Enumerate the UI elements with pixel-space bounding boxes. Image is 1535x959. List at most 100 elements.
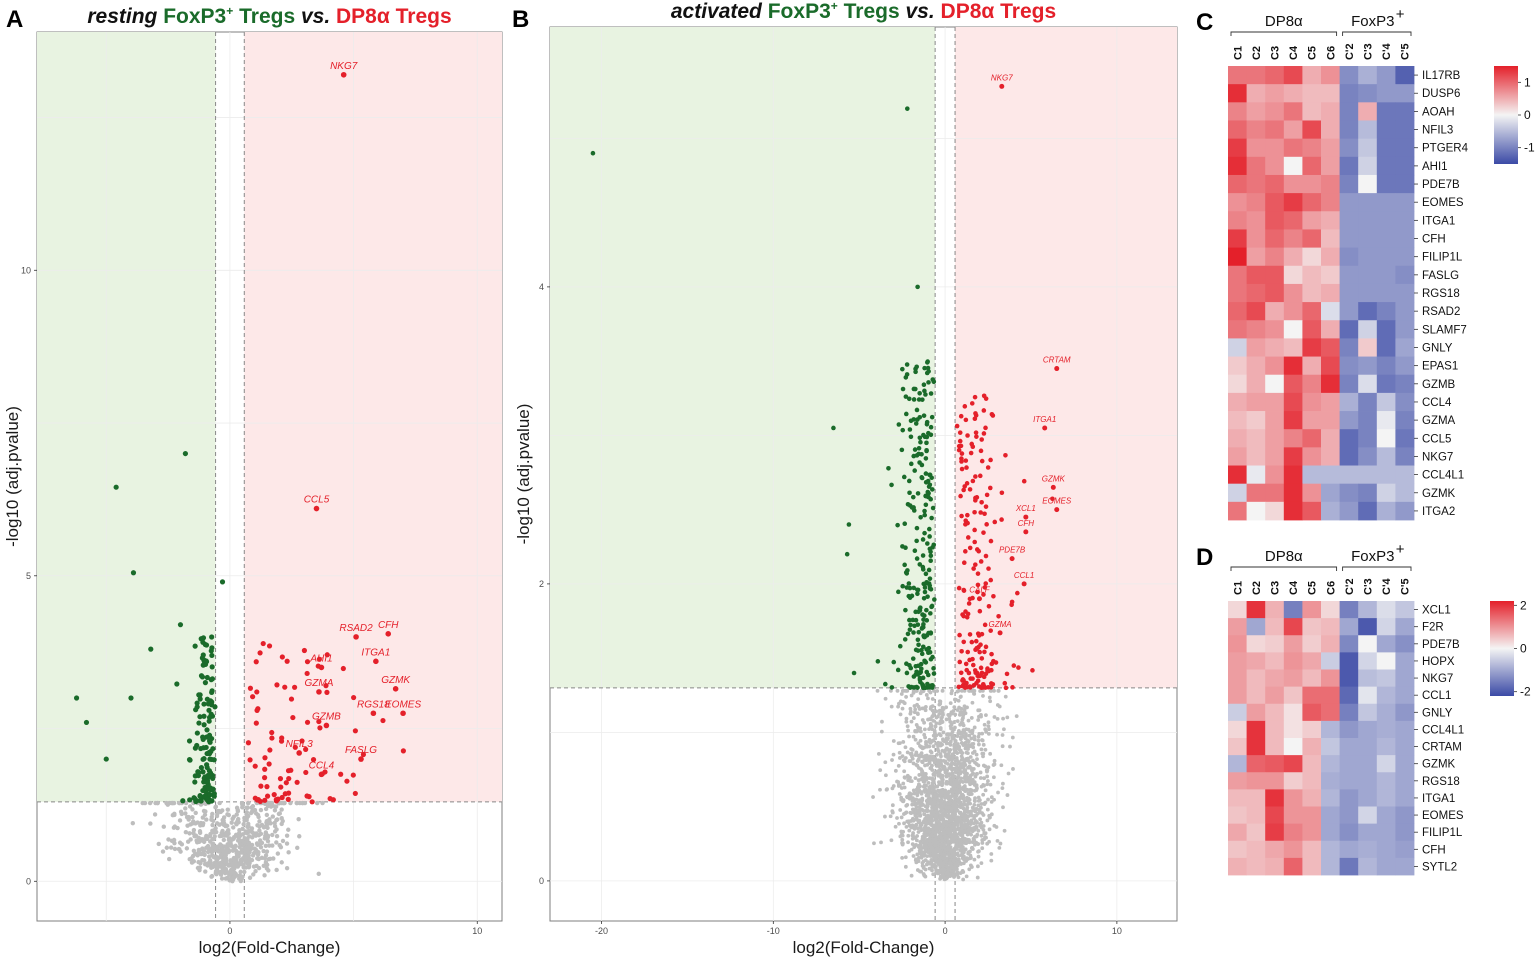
heatmap-cell <box>1376 193 1396 212</box>
heatmap-cell <box>1283 320 1303 339</box>
heatmap-cell <box>1246 618 1266 636</box>
point-down <box>927 526 932 532</box>
point-ns <box>893 768 898 773</box>
heatmap-cell <box>1228 156 1247 176</box>
point-ns <box>224 869 229 874</box>
row-label: ITGA1 <box>1422 793 1455 805</box>
point-ns <box>994 825 999 829</box>
heatmap-cell <box>1358 120 1378 140</box>
point-down <box>915 622 921 627</box>
heatmap-cell <box>1302 193 1322 212</box>
point-ns <box>914 857 918 862</box>
heatmap-cell <box>1376 703 1396 722</box>
heatmap-cell <box>1339 465 1359 485</box>
point-up <box>983 581 989 586</box>
point-ns <box>970 700 975 705</box>
point-ns <box>226 812 231 818</box>
point-ns <box>906 774 911 779</box>
point-ns <box>948 809 952 814</box>
point-ns <box>948 719 953 724</box>
point-ns <box>928 800 933 805</box>
point-up <box>981 530 986 535</box>
point-ns <box>320 800 325 806</box>
gene-label: GZMK <box>1042 474 1066 483</box>
heatmap-cell <box>1376 265 1396 285</box>
heatmap-cell <box>1339 156 1359 176</box>
point-labeled <box>385 631 392 637</box>
point-down <box>219 579 226 585</box>
heatmap-cell <box>1228 338 1247 357</box>
point-ns <box>286 850 291 855</box>
point-ns <box>932 848 937 853</box>
point-down <box>917 562 923 567</box>
point-down <box>903 570 909 575</box>
point-ns <box>979 833 984 838</box>
point-up <box>971 683 977 688</box>
point-down <box>913 672 919 677</box>
point-ns <box>972 691 976 696</box>
heatmap-cell <box>1302 840 1322 859</box>
heatmap-cell <box>1283 392 1303 412</box>
heatmap-cell <box>1246 211 1266 230</box>
point-ns <box>914 797 919 802</box>
heatmap-cell <box>1265 338 1285 357</box>
point-up <box>352 790 358 797</box>
heatmap-cell <box>1265 66 1285 85</box>
point-labeled <box>323 722 330 729</box>
point-ns <box>961 723 966 728</box>
point-ns <box>926 717 930 722</box>
cells <box>1228 66 1415 521</box>
heatmap-cell <box>1395 374 1415 394</box>
point-ns <box>948 777 953 782</box>
point-ns <box>920 837 925 842</box>
heatmap-cell <box>1321 483 1340 503</box>
point-up <box>292 684 298 690</box>
color-bar-label: 0 <box>1520 642 1527 656</box>
heatmap-cell <box>1321 755 1340 773</box>
point-ns <box>929 766 934 771</box>
point-down <box>924 633 930 638</box>
point-ns <box>194 840 200 845</box>
heatmap-cell <box>1376 618 1396 636</box>
heatmap-cell <box>1302 465 1322 485</box>
heatmap-cell <box>1302 338 1322 357</box>
gene-label: RSAD2 <box>339 623 373 634</box>
point-down <box>916 446 922 451</box>
heatmap-cell <box>1265 229 1285 248</box>
heatmap-cell <box>1246 120 1266 140</box>
heatmap-cell <box>1376 738 1396 756</box>
heatmap-cell <box>1395 738 1415 756</box>
point-down <box>907 627 913 632</box>
heatmap-cell <box>1358 789 1378 807</box>
point-labeled <box>318 664 325 671</box>
point-up <box>986 603 992 609</box>
gene-label: FASLG <box>345 745 377 756</box>
heatmap-cell <box>1265 755 1285 773</box>
point-down <box>197 696 203 702</box>
point-up <box>257 650 263 656</box>
row-label: CCL5 <box>1422 433 1451 445</box>
point-ns <box>240 832 246 837</box>
heatmap-cell <box>1302 283 1322 303</box>
point-ns <box>960 688 964 693</box>
point-ns <box>272 808 278 813</box>
point-ns <box>213 826 218 831</box>
point-ns <box>997 845 1002 850</box>
point-ns <box>161 824 166 829</box>
point-ns <box>905 724 910 729</box>
point-ns <box>193 833 199 838</box>
gene-label: GZMA <box>305 678 334 689</box>
point-ns <box>243 829 248 834</box>
heatmap-cell <box>1339 392 1359 412</box>
point-up <box>973 474 978 479</box>
heatmap-cell <box>1358 174 1378 194</box>
heatmap-cell <box>1246 789 1266 807</box>
heatmap-cell <box>1358 720 1378 739</box>
panel-letter-b: B <box>512 6 529 33</box>
point-ns <box>969 716 974 720</box>
heatmap-cell <box>1358 447 1378 466</box>
point-ns <box>940 688 945 693</box>
point-down <box>924 434 930 440</box>
point-down <box>926 430 931 436</box>
heatmap-cell <box>1246 601 1266 619</box>
